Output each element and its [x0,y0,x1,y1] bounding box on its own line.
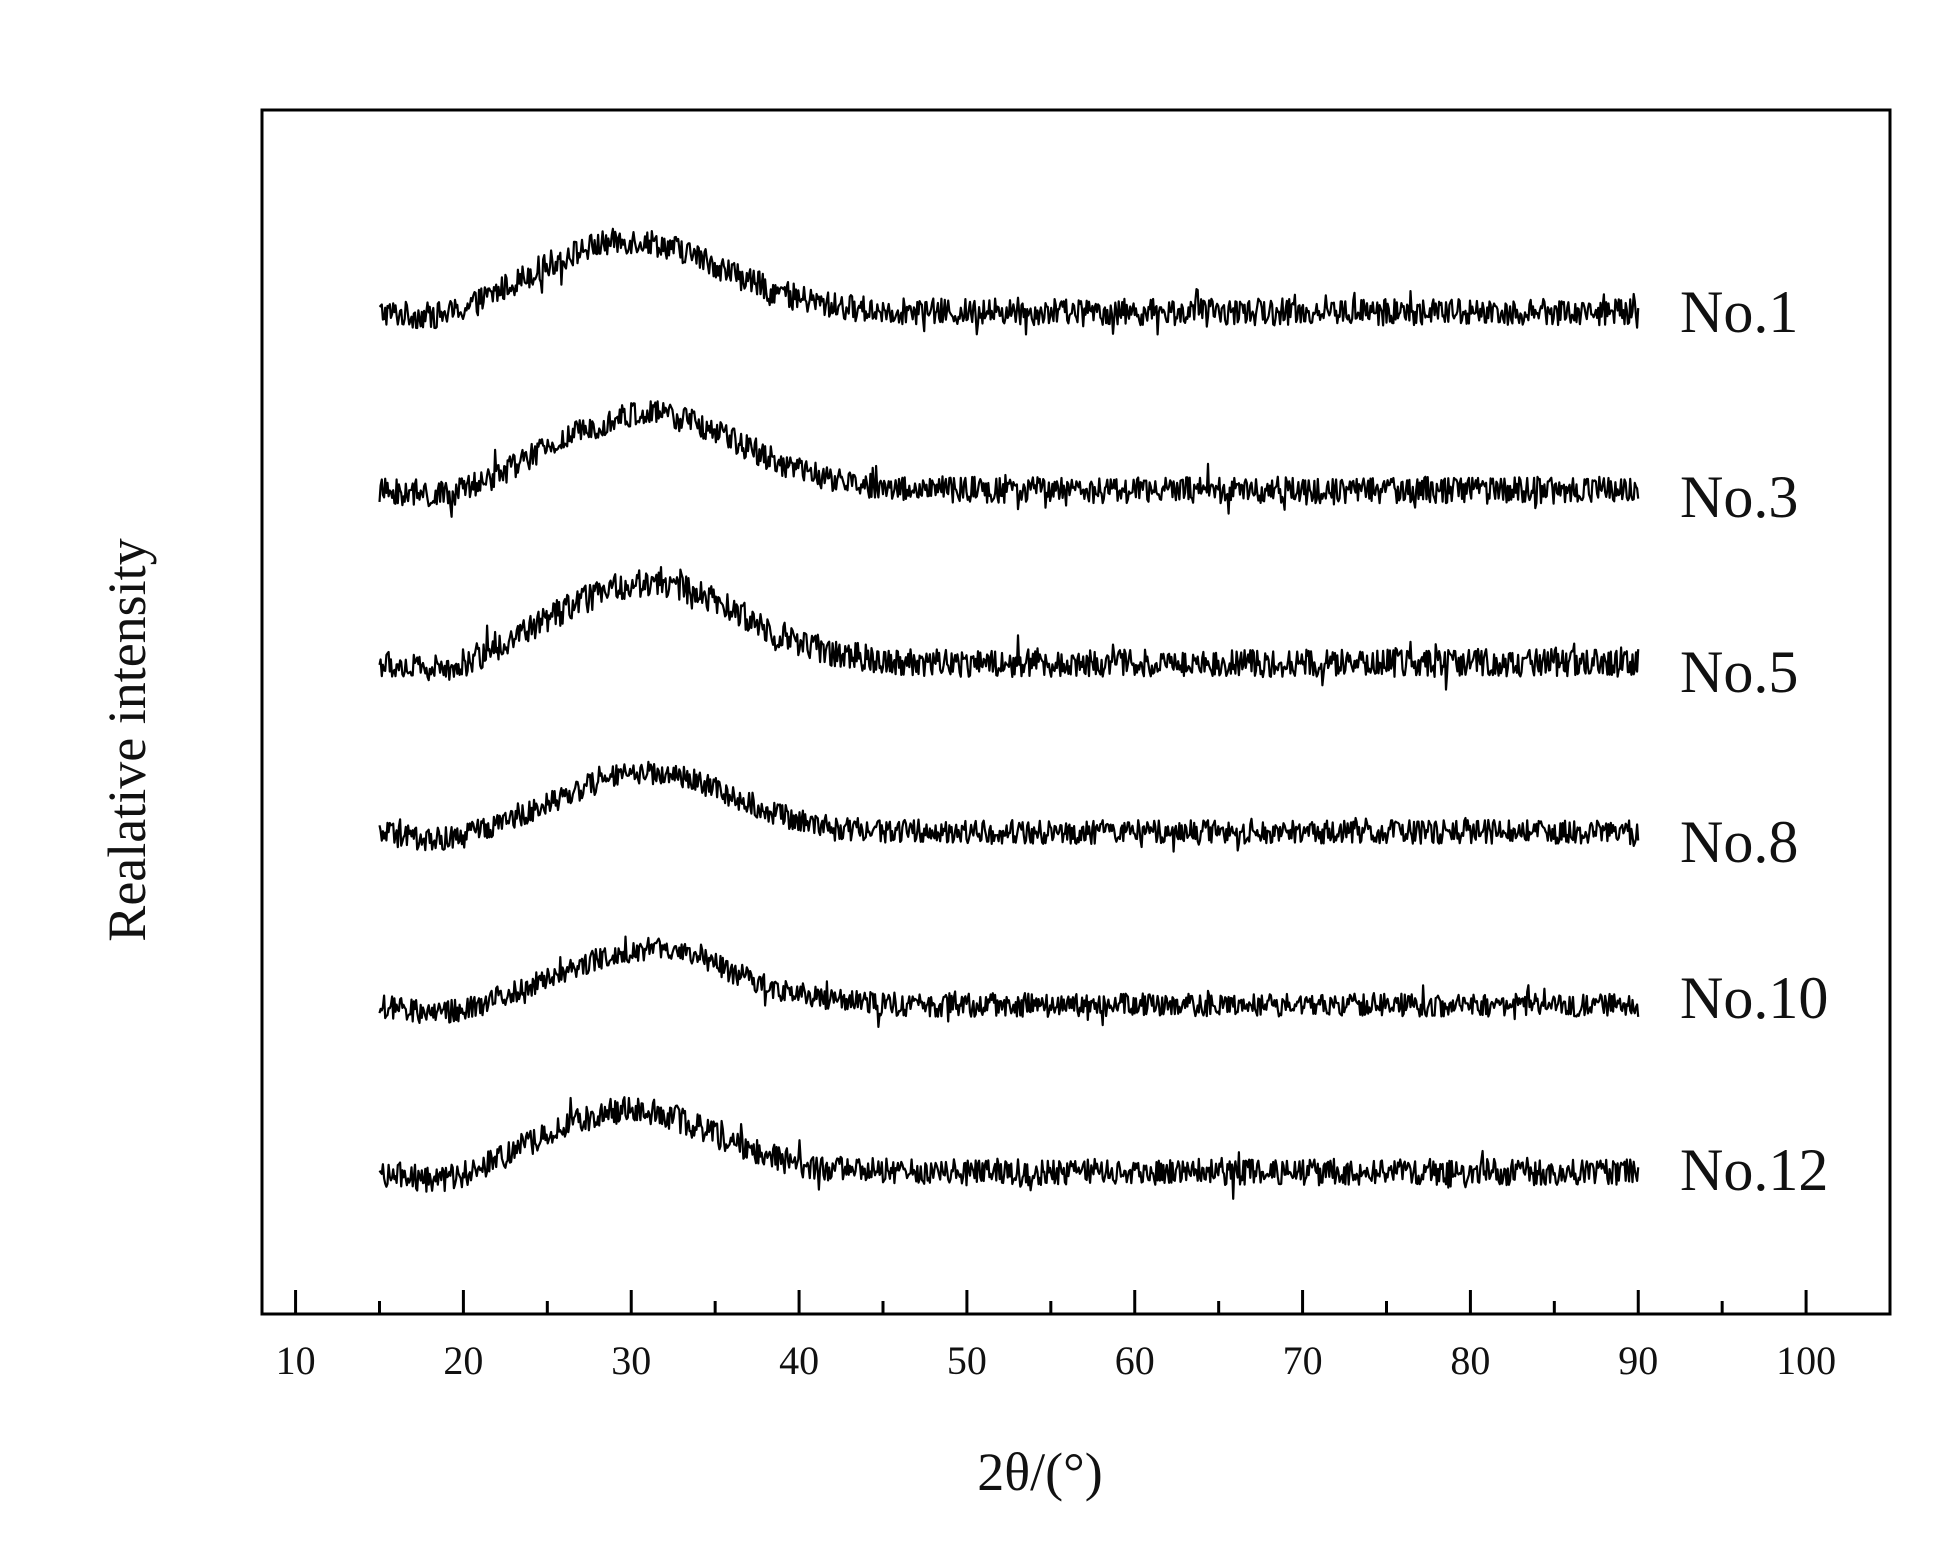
series-label-no12: No.12 [1680,1137,1828,1203]
series-label-no8: No.8 [1680,809,1798,875]
x-tick-label: 100 [1776,1338,1836,1383]
series-label-no10: No.10 [1680,965,1828,1031]
x-axis-title: 2θ/(°) [977,1442,1102,1502]
series-line-no10 [378,935,1640,1028]
series-line-no3 [378,400,1640,518]
y-axis-title: Realative intensity [97,538,157,941]
series-line-no1 [378,227,1640,336]
x-tick-label: 20 [443,1338,483,1383]
series-line-no8 [378,760,1640,853]
x-tick-label: 80 [1450,1338,1490,1383]
x-tick-label: 10 [276,1338,316,1383]
x-tick-label: 90 [1618,1338,1658,1383]
x-tick-label: 30 [611,1338,651,1383]
series-curves [378,227,1640,1200]
series-line-no12 [378,1096,1640,1200]
x-tick-label: 40 [779,1338,819,1383]
x-axis-ticks [294,1290,1808,1314]
plot-frame [260,108,1892,1316]
series-labels: No.1 No.3 No.5 No.8 No.10 No.12 [1680,279,1828,1203]
series-label-no3: No.3 [1680,464,1798,530]
x-tick-label: 60 [1115,1338,1155,1383]
x-tick-label: 70 [1283,1338,1323,1383]
x-tick-label: 50 [947,1338,987,1383]
x-axis-tick-labels: 10 20 30 40 50 60 70 80 90 100 [276,1338,1837,1383]
series-line-no5 [378,566,1640,691]
series-label-no5: No.5 [1680,639,1798,705]
series-label-no1: No.1 [1680,279,1798,345]
